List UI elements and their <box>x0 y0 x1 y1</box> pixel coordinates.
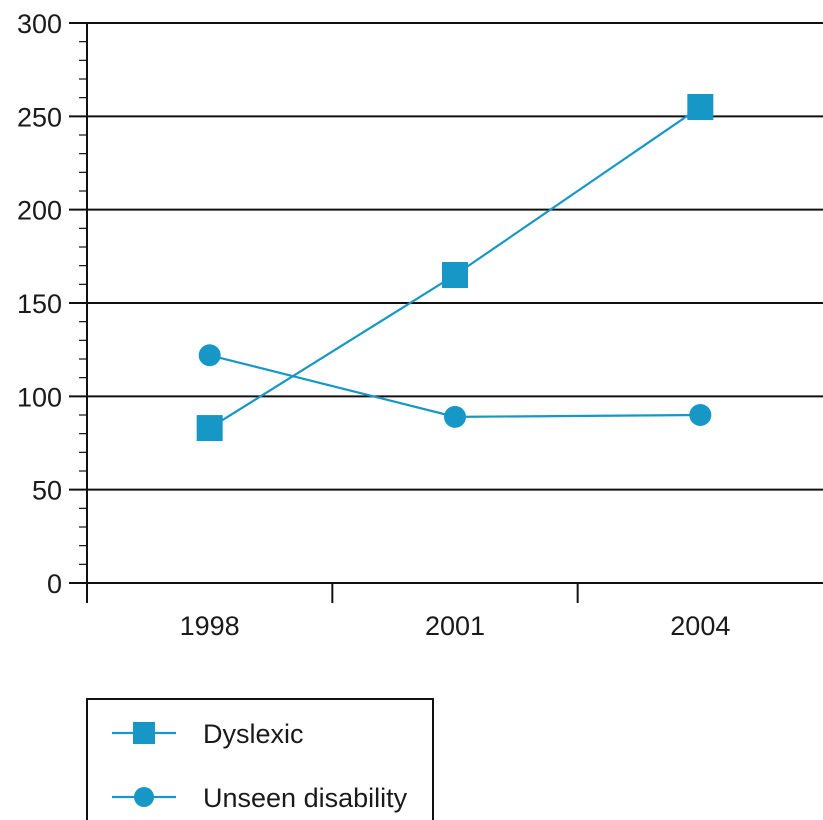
legend-marker-dyslexic <box>133 722 155 744</box>
data-point-unseen-disability <box>689 404 712 426</box>
legend-marker-unseen-disability <box>134 787 154 807</box>
y-tick-label: 50 <box>32 476 62 506</box>
y-tick-label: 300 <box>17 9 62 39</box>
legend-box <box>86 698 434 820</box>
y-tick-label: 200 <box>17 196 62 226</box>
data-point-dyslexic <box>196 415 223 442</box>
data-point-dyslexic <box>687 94 714 120</box>
data-point-unseen-disability <box>444 405 466 428</box>
x-tick-label: 2001 <box>425 611 485 641</box>
legend-label-dyslexic: Dyslexic <box>203 719 304 749</box>
data-point-unseen-disability <box>198 344 221 367</box>
legend-label-unseen-disability: Unseen disability <box>203 783 408 813</box>
series <box>196 94 714 442</box>
y-tick-label: 250 <box>17 102 62 132</box>
x-tick-label: 2004 <box>670 611 730 641</box>
legend: Dyslexic Unseen disability <box>86 698 434 820</box>
y-tick-label: 100 <box>17 382 62 412</box>
y-tick-label: 0 <box>47 569 62 599</box>
x-tick-label: 1998 <box>180 611 240 641</box>
axes: 0 50 100 150 200 250 300 1998 2001 2004 <box>17 9 823 641</box>
gridlines <box>87 22 823 491</box>
y-tick-label: 150 <box>17 289 62 319</box>
data-point-dyslexic <box>442 262 468 288</box>
